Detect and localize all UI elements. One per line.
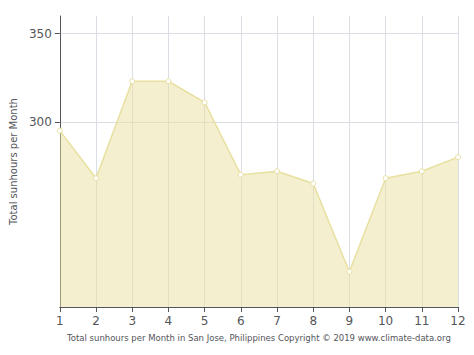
svg-text:8: 8 (309, 314, 317, 328)
svg-text:Total sunhours per Month in Sa: Total sunhours per Month in San Jose, Ph… (66, 333, 451, 343)
svg-text:1: 1 (56, 314, 64, 328)
svg-text:9: 9 (346, 314, 354, 328)
svg-text:10: 10 (378, 314, 393, 328)
svg-text:3: 3 (128, 314, 136, 328)
svg-text:Total sunhours per Month: Total sunhours per Month (8, 98, 19, 226)
svg-text:4: 4 (165, 314, 173, 328)
svg-text:6: 6 (237, 314, 245, 328)
svg-text:7: 7 (273, 314, 281, 328)
svg-text:5: 5 (201, 314, 209, 328)
svg-text:11: 11 (414, 314, 429, 328)
svg-text:2: 2 (92, 314, 100, 328)
svg-text:12: 12 (450, 314, 465, 328)
svg-text:300: 300 (29, 115, 52, 129)
svg-text:350: 350 (29, 27, 52, 41)
